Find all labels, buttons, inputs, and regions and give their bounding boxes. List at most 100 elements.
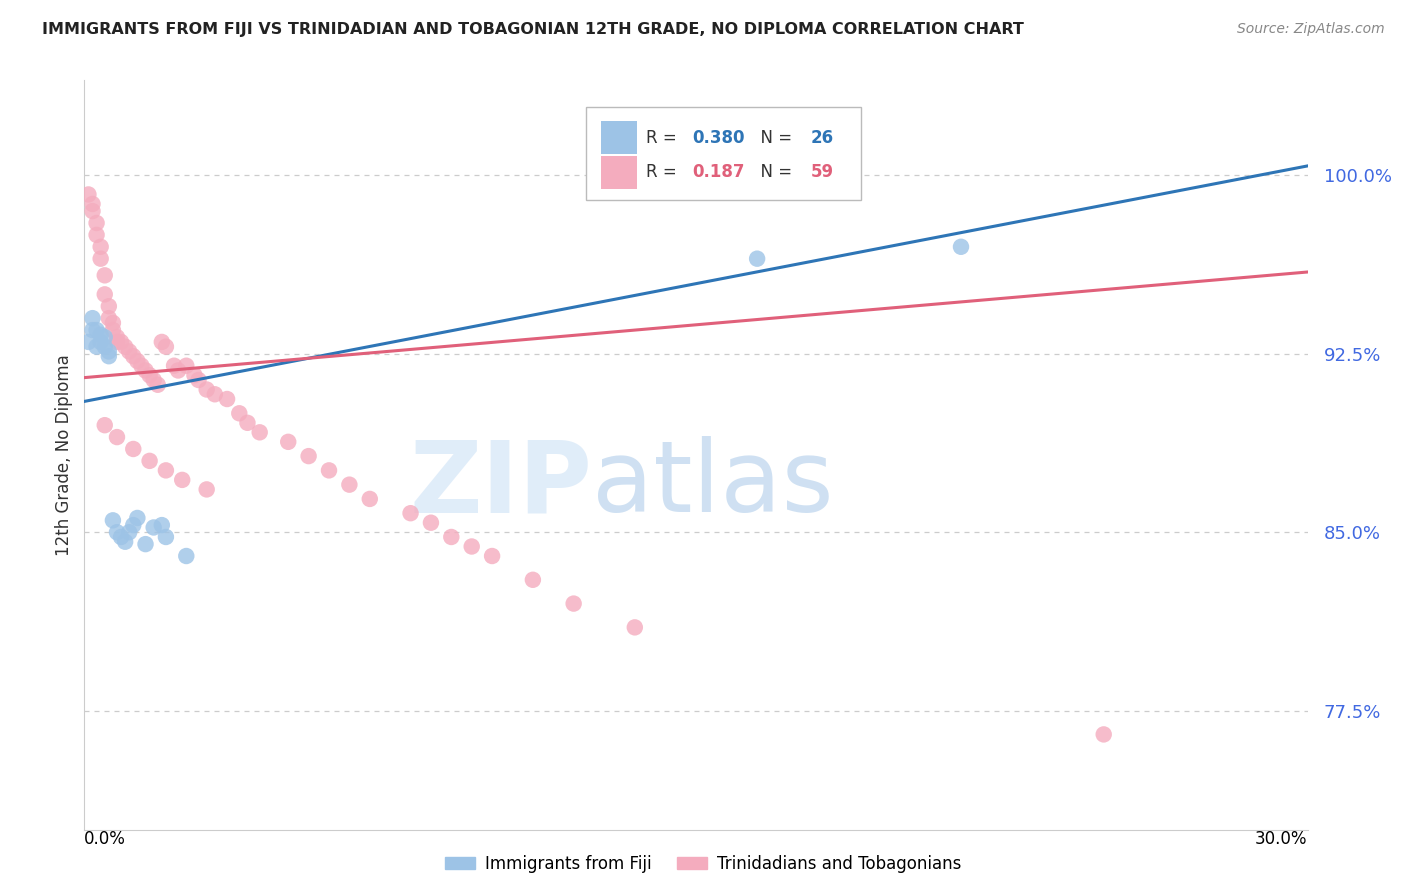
Point: [950, 240, 973, 254]
Point: [195, 483, 218, 497]
Point: [135, 363, 157, 377]
Point: [155, 340, 177, 354]
Point: [82, 204, 104, 219]
Point: [174, 549, 197, 563]
Point: [228, 406, 250, 420]
Point: [150, 334, 173, 349]
Point: [82, 311, 104, 326]
Point: [522, 573, 544, 587]
Text: R =: R =: [645, 163, 688, 181]
Point: [135, 537, 157, 551]
Point: [204, 387, 226, 401]
Point: [155, 530, 177, 544]
Point: [118, 344, 141, 359]
Point: [172, 473, 194, 487]
Point: [150, 518, 173, 533]
Text: N =: N =: [749, 163, 797, 181]
Point: [101, 316, 124, 330]
Point: [105, 330, 128, 344]
Point: [167, 363, 190, 377]
Text: N =: N =: [749, 128, 797, 147]
Point: [97, 349, 120, 363]
Point: [127, 511, 149, 525]
FancyBboxPatch shape: [586, 106, 860, 200]
Point: [86, 216, 108, 230]
Point: [399, 506, 422, 520]
Point: [86, 323, 108, 337]
Point: [359, 491, 381, 506]
Point: [105, 430, 128, 444]
Text: Source: ZipAtlas.com: Source: ZipAtlas.com: [1237, 22, 1385, 37]
Point: [318, 463, 340, 477]
Point: [86, 227, 108, 242]
Point: [481, 549, 503, 563]
Legend: Immigrants from Fiji, Trinidadians and Tobagonians: Immigrants from Fiji, Trinidadians and T…: [439, 848, 967, 880]
Point: [77, 187, 100, 202]
Point: [217, 392, 239, 406]
Point: [97, 299, 120, 313]
Point: [97, 311, 120, 326]
Point: [1092, 727, 1115, 741]
Point: [90, 252, 112, 266]
Text: 0.187: 0.187: [692, 163, 745, 181]
FancyBboxPatch shape: [600, 156, 637, 189]
Point: [138, 368, 160, 383]
Y-axis label: 12th Grade, No Diploma: 12th Grade, No Diploma: [55, 354, 73, 556]
Point: [93, 418, 115, 433]
Point: [110, 530, 132, 544]
Point: [183, 368, 205, 383]
Point: [138, 454, 160, 468]
Point: [747, 252, 769, 266]
Point: [90, 240, 112, 254]
Point: [624, 620, 647, 634]
Text: 0.0%: 0.0%: [84, 830, 127, 847]
Point: [97, 344, 120, 359]
Text: ZIP: ZIP: [409, 436, 592, 533]
Point: [277, 434, 299, 449]
FancyBboxPatch shape: [600, 121, 637, 154]
Point: [86, 340, 108, 354]
Point: [146, 377, 169, 392]
Point: [249, 425, 271, 440]
Point: [440, 530, 463, 544]
Point: [461, 540, 484, 554]
Point: [82, 197, 104, 211]
Point: [101, 513, 124, 527]
Point: [105, 525, 128, 540]
Point: [236, 416, 259, 430]
Point: [122, 518, 145, 533]
Point: [90, 334, 112, 349]
Point: [93, 340, 115, 354]
Point: [110, 334, 132, 349]
Point: [131, 359, 153, 373]
Point: [118, 525, 141, 540]
Point: [155, 463, 177, 477]
Point: [665, 169, 688, 183]
Text: 26: 26: [811, 128, 834, 147]
Point: [127, 354, 149, 368]
Text: 30.0%: 30.0%: [1256, 830, 1308, 847]
Point: [142, 520, 165, 534]
Point: [114, 340, 136, 354]
Text: IMMIGRANTS FROM FIJI VS TRINIDADIAN AND TOBAGONIAN 12TH GRADE, NO DIPLOMA CORREL: IMMIGRANTS FROM FIJI VS TRINIDADIAN AND …: [42, 22, 1024, 37]
Point: [114, 534, 136, 549]
Point: [105, 334, 128, 349]
Point: [122, 442, 145, 456]
Point: [82, 323, 104, 337]
Point: [90, 327, 112, 342]
Text: R =: R =: [645, 128, 682, 147]
Point: [142, 373, 165, 387]
Point: [93, 287, 115, 301]
Point: [101, 323, 124, 337]
Point: [93, 330, 115, 344]
Point: [93, 268, 115, 283]
Point: [195, 383, 218, 397]
Point: [174, 359, 197, 373]
Text: 59: 59: [811, 163, 834, 181]
Point: [122, 349, 145, 363]
Text: 0.380: 0.380: [692, 128, 745, 147]
Point: [298, 449, 321, 463]
Point: [163, 359, 186, 373]
Point: [339, 477, 361, 491]
Text: atlas: atlas: [592, 436, 834, 533]
